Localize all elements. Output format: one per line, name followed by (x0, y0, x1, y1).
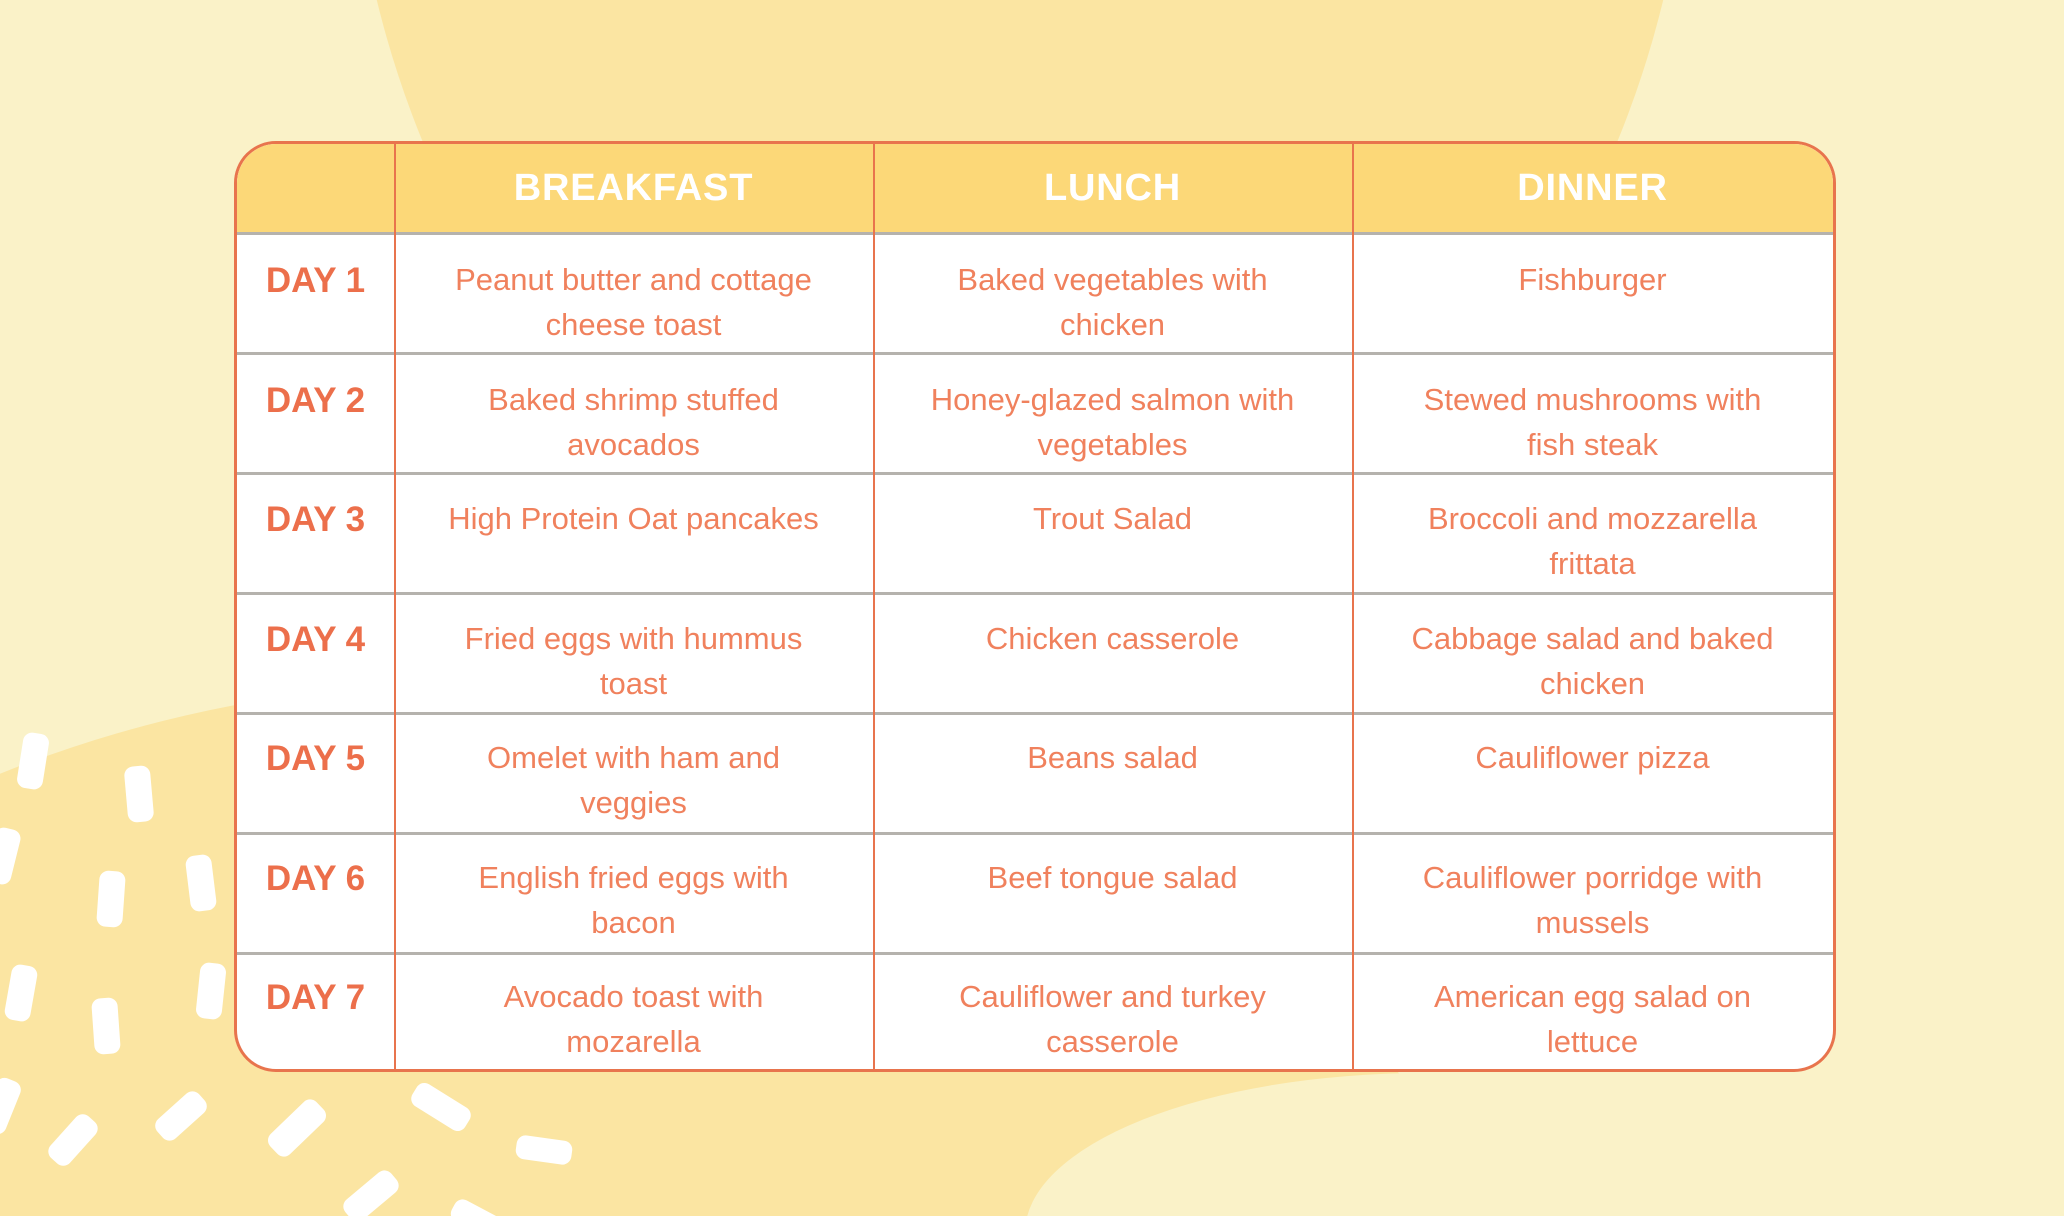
row-divider (237, 472, 1833, 475)
meal-plan-table: BREAKFAST LUNCH DINNER DAY 1 Peanut butt… (234, 141, 1836, 1072)
row-divider (237, 952, 1833, 955)
meal-cell-lunch: Trout Salad (1032, 501, 1193, 537)
confetti-dash (123, 764, 155, 824)
meal-cell-breakfast: High Protein Oat pancakes (448, 501, 819, 537)
row-divider (237, 232, 1833, 235)
day-label: DAY 6 (265, 858, 366, 898)
day-label: DAY 3 (265, 500, 366, 540)
header-breakfast: BREAKFAST (394, 144, 873, 232)
meal-cell-breakfast: English fried eggs with bacon (478, 859, 789, 940)
table-grid: BREAKFAST LUNCH DINNER DAY 1 Peanut butt… (237, 144, 1833, 1069)
header-corner-cell (237, 144, 394, 232)
row-divider (237, 832, 1833, 835)
meal-cell-dinner: Cabbage salad and baked chicken (1411, 620, 1774, 701)
day-label: DAY 2 (265, 380, 366, 420)
header-lunch: LUNCH (873, 144, 1352, 232)
meal-cell-lunch: Cauliflower and turkey casserole (959, 979, 1266, 1060)
meal-cell-lunch: Beef tongue salad (987, 859, 1238, 895)
meal-cell-breakfast: Peanut butter and cottage cheese toast (455, 262, 812, 342)
header-dinner: DINNER (1352, 144, 1833, 232)
column-divider (1352, 144, 1354, 1069)
meal-cell-dinner: Stewed mushrooms with fish steak (1423, 381, 1762, 462)
day-label: DAY 1 (265, 261, 366, 300)
meal-cell-breakfast: Fried eggs with hummus toast (464, 620, 803, 701)
meal-cell-dinner: Cauliflower porridge with mussels (1422, 859, 1763, 940)
row-divider (237, 712, 1833, 715)
meal-cell-lunch: Baked vegetables with chicken (957, 262, 1268, 342)
meal-cell-breakfast: Avocado toast with mozarella (503, 979, 764, 1060)
confetti-dash (91, 997, 121, 1055)
column-divider (394, 144, 396, 1069)
meal-cell-dinner: Fishburger (1518, 262, 1667, 297)
row-divider (237, 592, 1833, 595)
meal-cell-lunch: Beans salad (1027, 740, 1198, 776)
meal-cell-breakfast: Omelet with ham and veggies (487, 740, 780, 821)
meal-cell-breakfast: Baked shrimp stuffed avocados (488, 381, 779, 462)
meal-cell-dinner: American egg salad on lettuce (1433, 979, 1752, 1060)
meal-cell-dinner: Cauliflower pizza (1475, 740, 1710, 776)
day-label: DAY 5 (265, 739, 366, 779)
day-label: DAY 4 (265, 619, 366, 659)
day-label: DAY 7 (265, 978, 366, 1018)
confetti-dash (96, 870, 126, 928)
row-divider (237, 352, 1833, 355)
meal-cell-dinner: Broccoli and mozzarella frittata (1427, 501, 1758, 582)
meal-cell-lunch: Chicken casserole (985, 620, 1240, 656)
meal-cell-lunch: Honey-glazed salmon with vegetables (930, 381, 1295, 462)
column-divider (873, 144, 875, 1069)
